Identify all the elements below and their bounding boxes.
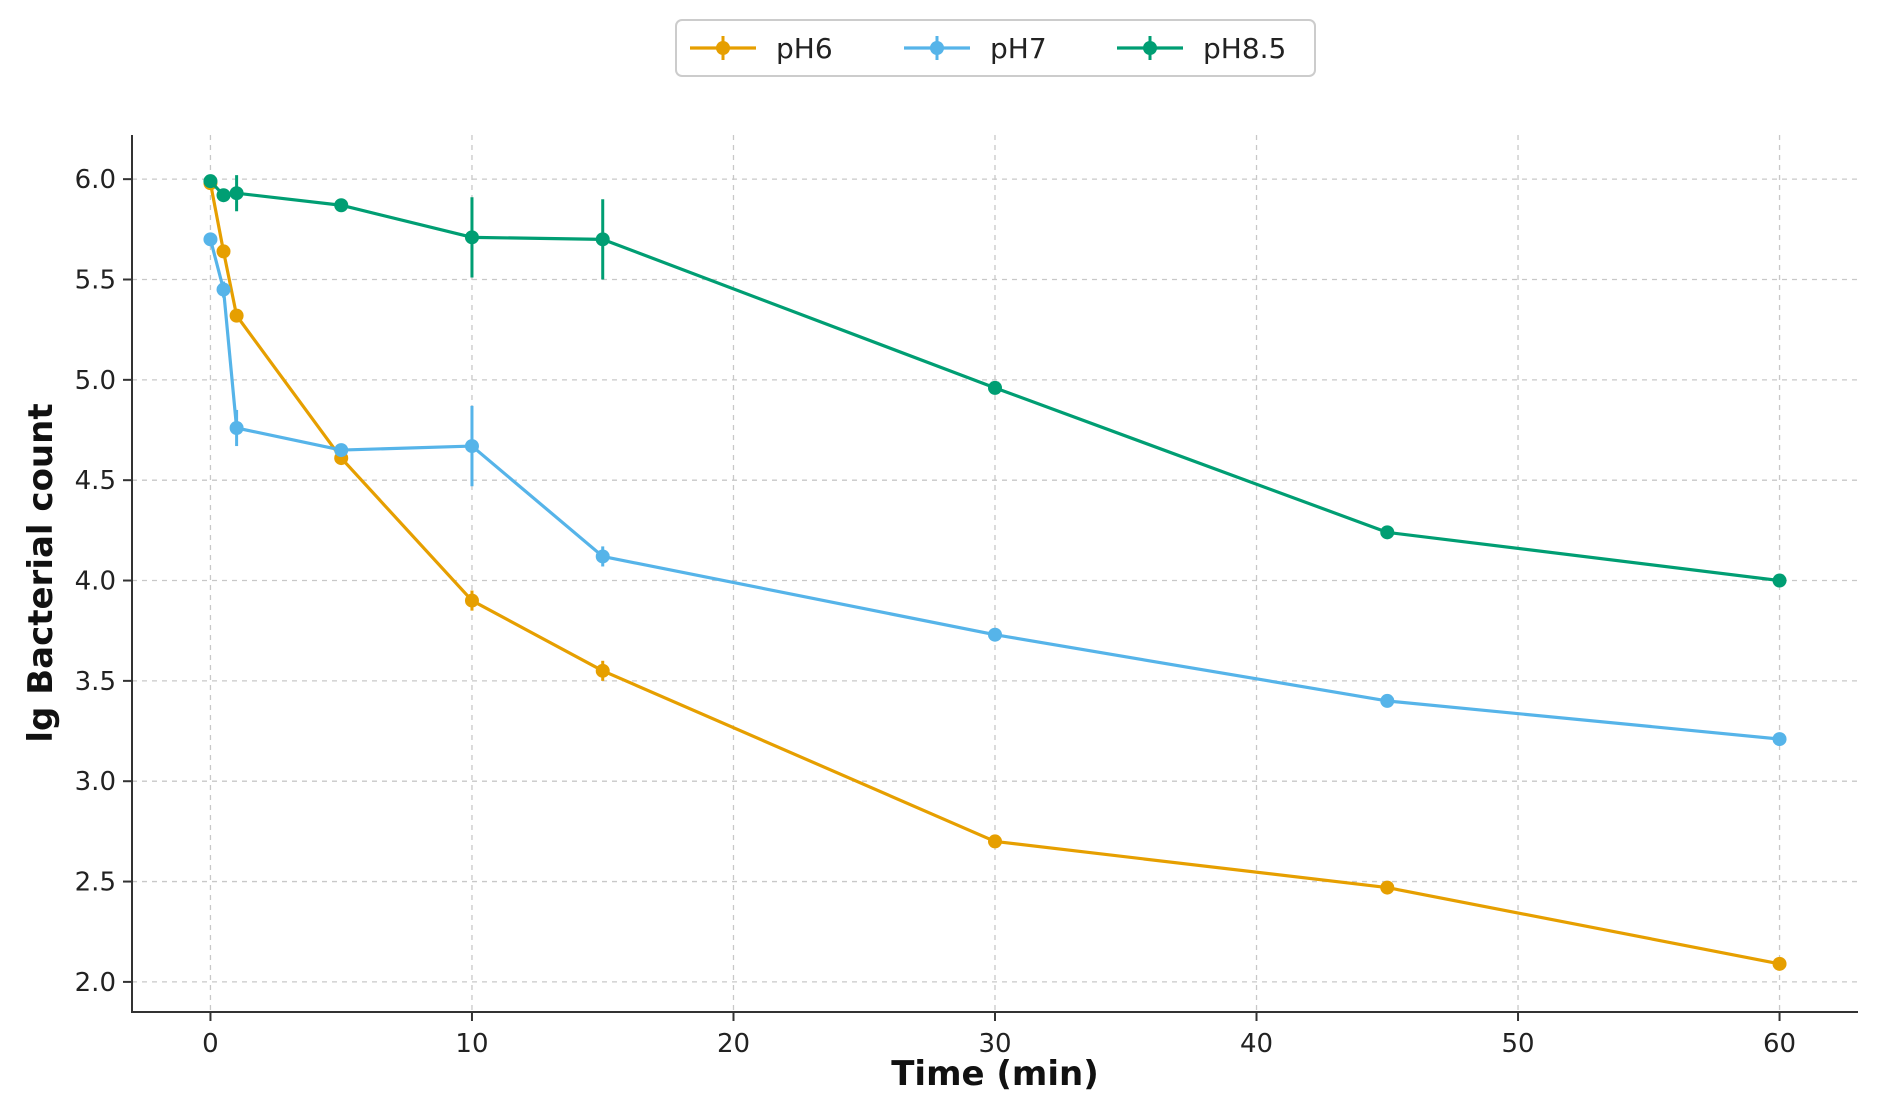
ticks: 0 10 20 30 40 50 60 2.0 2.5 3.0 3.5 4.0 4.5 5.0 5.5 6.0 (75, 165, 1796, 1059)
legend-label-ph8-5: pH8.5 (1203, 32, 1286, 65)
y-tick-label: 2.5 (75, 868, 116, 898)
data-point-ph8-5 (1380, 525, 1395, 540)
data-point-ph6 (1772, 956, 1787, 971)
legend-swatch-marker (1143, 41, 1157, 55)
y-tick-label: 4.5 (75, 466, 116, 496)
series-ph6 (203, 176, 1787, 971)
data-point-ph6 (1380, 880, 1395, 895)
series-ph8-5 (203, 174, 1787, 588)
data-point-ph7 (229, 421, 244, 436)
grid (132, 135, 1858, 1012)
axes-spine (131, 135, 1858, 1013)
data-point-ph7 (464, 439, 479, 454)
y-tick-label: 5.0 (75, 366, 116, 396)
legend-entry-ph7: pH7 (904, 32, 1047, 65)
legend: pH6 pH7 pH8.5 (675, 19, 1316, 77)
x-tick-label: 10 (455, 1029, 488, 1059)
y-tick-label: 5.5 (75, 265, 116, 295)
data-point-ph7 (988, 627, 1002, 642)
data-point-ph8-5 (988, 380, 1002, 395)
legend-entry-ph6: pH6 (690, 32, 833, 65)
series-line-ph8-5 (209, 180, 1780, 583)
legend-label-ph7: pH7 (990, 32, 1047, 65)
data-point-ph7 (203, 232, 218, 247)
series-layer (203, 174, 1787, 971)
x-tick-label: 30 (978, 1029, 1011, 1059)
data-point-ph8-5 (334, 198, 349, 213)
x-axis-title: Time (min) (891, 1054, 1099, 1094)
legend-swatch-marker (716, 41, 730, 55)
legend-label-ph6: pH6 (776, 32, 833, 65)
data-point-ph6 (216, 244, 231, 259)
legend-frame (675, 19, 1316, 77)
x-tick-label: 0 (202, 1029, 219, 1059)
data-point-ph7 (334, 443, 349, 458)
legend-swatch-marker (930, 41, 944, 55)
data-point-ph8-5 (1772, 573, 1787, 588)
y-tick-label: 6.0 (75, 165, 116, 195)
data-point-ph7 (595, 549, 610, 564)
x-tick-label: 40 (1240, 1029, 1273, 1059)
data-point-ph7 (1380, 693, 1395, 708)
y-tick-label: 3.5 (75, 667, 116, 697)
legend-entry-ph8-5: pH8.5 (1117, 32, 1286, 65)
y-axis-title: lg Bacterial count (21, 403, 61, 742)
data-point-ph8-5 (464, 230, 479, 245)
y-tick-label: 2.0 (75, 968, 116, 998)
data-point-ph6 (464, 593, 479, 608)
data-point-ph6 (595, 663, 610, 678)
data-point-ph7 (216, 282, 231, 297)
data-point-ph8-5 (216, 188, 231, 203)
y-tick-label: 4.0 (75, 567, 116, 597)
x-tick-label: 50 (1501, 1029, 1534, 1059)
data-point-ph7 (1772, 732, 1787, 747)
x-tick-label: 60 (1763, 1029, 1796, 1059)
data-point-ph6 (229, 308, 244, 323)
y-tick-label: 3.0 (75, 767, 116, 797)
data-point-ph8-5 (595, 232, 610, 247)
data-point-ph8-5 (203, 174, 218, 189)
axes (131, 135, 1858, 1013)
data-point-ph6 (988, 834, 1002, 849)
x-tick-label: 20 (717, 1029, 750, 1059)
data-point-ph8-5 (229, 186, 244, 201)
series-ph7 (203, 232, 1787, 747)
